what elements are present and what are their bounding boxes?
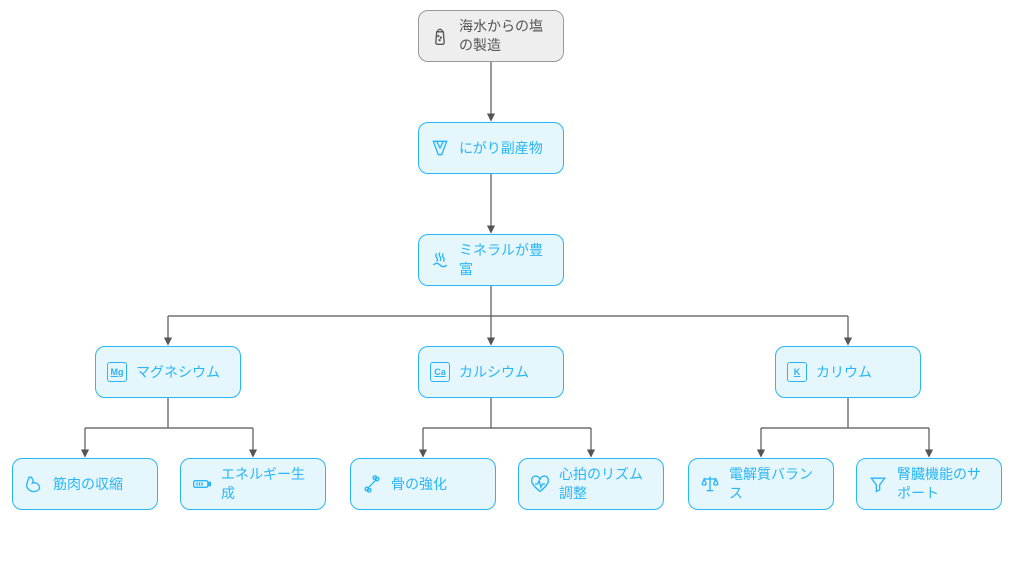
node-muscle: 筋肉の収縮 xyxy=(12,458,158,510)
node-label: エネルギー生成 xyxy=(221,465,315,503)
node-minerals: ミネラルが豊富 xyxy=(418,234,564,286)
node-label: 心拍のリズム調整 xyxy=(559,465,653,503)
node-electro: 電解質バランス xyxy=(688,458,834,510)
node-label: ミネラルが豊富 xyxy=(459,241,553,279)
muscle-icon xyxy=(23,473,45,495)
node-label: 骨の強化 xyxy=(391,475,485,494)
node-kidney: 腎臓機能のサポート xyxy=(856,458,1002,510)
bone-icon xyxy=(361,473,383,495)
node-label: 電解質バランス xyxy=(729,465,823,503)
node-nigari: にがり副産物 xyxy=(418,122,564,174)
node-label: カルシウム xyxy=(459,363,553,382)
salt-shaker-icon xyxy=(429,25,451,47)
hot-springs-icon xyxy=(429,249,451,271)
element-k-icon: K xyxy=(786,361,808,383)
heartbeat-icon xyxy=(529,473,551,495)
node-mg: Mg マグネシウム xyxy=(95,346,241,398)
node-bone: 骨の強化 xyxy=(350,458,496,510)
node-heart: 心拍のリズム調整 xyxy=(518,458,664,510)
element-ca-icon: Ca xyxy=(429,361,451,383)
node-label: カリウム xyxy=(816,363,910,382)
node-k: K カリウム xyxy=(775,346,921,398)
node-energy: エネルギー生成 xyxy=(180,458,326,510)
node-label: 海水からの塩の製造 xyxy=(459,17,553,55)
node-root: 海水からの塩の製造 xyxy=(418,10,564,62)
funnel-icon xyxy=(867,473,889,495)
element-mg-icon: Mg xyxy=(106,361,128,383)
node-label: マグネシウム xyxy=(136,363,230,382)
balance-icon xyxy=(699,473,721,495)
node-ca: Ca カルシウム xyxy=(418,346,564,398)
node-label: にがり副産物 xyxy=(459,139,553,158)
battery-icon xyxy=(191,473,213,495)
chips-icon xyxy=(429,137,451,159)
node-label: 筋肉の収縮 xyxy=(53,475,147,494)
node-label: 腎臓機能のサポート xyxy=(897,465,991,503)
